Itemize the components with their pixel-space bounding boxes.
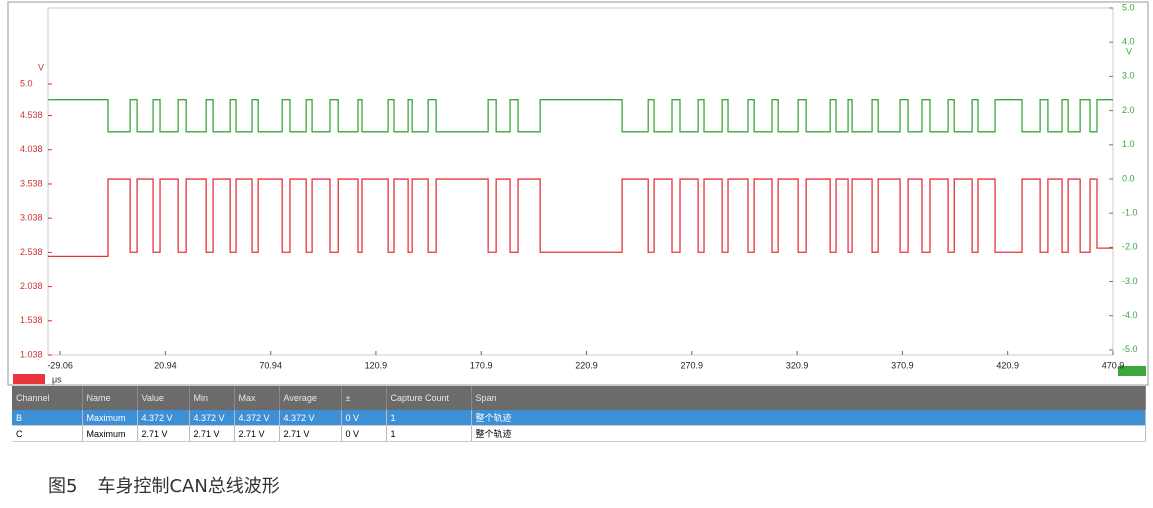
x-tick-label: 220.9 — [575, 360, 598, 370]
cell: 0 V — [341, 410, 387, 426]
cell: 4.372 V — [137, 410, 190, 426]
y-tick-label: 5.0 — [20, 78, 33, 88]
column-header: ± — [341, 386, 387, 410]
cell: 整个轨迹 — [471, 410, 1146, 426]
table-row[interactable]: C Maximum 2.71 V 2.71 V 2.71 V 2.71 V 0 … — [12, 425, 1146, 442]
y2-unit: V — [1126, 46, 1132, 56]
plot-area — [47, 7, 1114, 356]
cell: 2.71 V — [189, 425, 235, 442]
cell: C — [12, 425, 83, 442]
cell: 4.372 V — [234, 410, 280, 426]
y-tick-label: 3.538 — [20, 178, 43, 188]
x-tick-label: 320.9 — [786, 360, 809, 370]
cell: 1 — [386, 425, 472, 442]
y2-tick-label: -5.0 — [1122, 344, 1138, 354]
caption-text: 车身控制CAN总线波形 — [97, 476, 280, 497]
y2-tick-label: 2.0 — [1122, 105, 1135, 115]
figure-caption: 图5 车身控制CAN总线波形 — [48, 472, 280, 498]
x-unit: μs — [52, 374, 62, 384]
y2-tick-label: 3.0 — [1122, 71, 1135, 81]
measurement-table: Channel Name Value Min Max Average ± Cap… — [12, 386, 1146, 442]
cell: 2.71 V — [137, 425, 190, 442]
cell: Maximum — [82, 410, 138, 426]
channel-badge — [1118, 366, 1146, 376]
column-header: Max — [234, 386, 280, 410]
cell: 0 V — [341, 425, 387, 442]
x-tick-label: 370.9 — [891, 360, 914, 370]
x-tick-label: 120.9 — [365, 360, 388, 370]
x-tick-label: 270.9 — [681, 360, 704, 370]
x-tick-label: 170.9 — [470, 360, 493, 370]
table-row[interactable]: B Maximum 4.372 V 4.372 V 4.372 V 4.372 … — [12, 410, 1146, 426]
trace — [48, 178, 1113, 257]
y2-tick-label: 1.0 — [1122, 139, 1135, 149]
y-tick-label: 1.038 — [20, 349, 43, 359]
cell: B — [12, 410, 83, 426]
scope-view: V V μs 1.038 1.538 2.038 2.538 3.038 3.538 4.0… — [7, 1, 1149, 386]
x-tick-label: 70.94 — [259, 360, 282, 370]
cell: 4.372 V — [189, 410, 235, 426]
cell: 2.71 V — [234, 425, 280, 442]
y-unit: V — [38, 62, 44, 72]
y2-tick-label: 5.0 — [1122, 2, 1135, 12]
y-tick-label: 2.538 — [20, 247, 43, 257]
cell: 2.71 V — [279, 425, 342, 442]
y2-tick-label: -1.0 — [1122, 207, 1138, 217]
x-tick-label: 420.9 — [996, 360, 1019, 370]
figure-number: 图5 — [48, 476, 78, 497]
column-header: Capture Count — [386, 386, 472, 410]
channel-badge — [13, 374, 45, 384]
y-tick-label: 2.038 — [20, 281, 43, 291]
column-header: Min — [189, 386, 235, 410]
column-header: Average — [279, 386, 342, 410]
x-tick-label: 20.94 — [154, 360, 177, 370]
y-tick-label: 3.038 — [20, 213, 43, 223]
cell: Maximum — [82, 425, 138, 442]
y2-tick-label: 4.0 — [1122, 37, 1135, 47]
y-tick-label: 1.538 — [20, 315, 43, 325]
y2-tick-label: -2.0 — [1122, 242, 1138, 252]
x-tick-label: 470.9 — [1102, 360, 1125, 370]
cell: 4.372 V — [279, 410, 342, 426]
column-header: Name — [82, 386, 138, 410]
y2-tick-label: -4.0 — [1122, 310, 1138, 320]
cell: 整个轨迹 — [471, 425, 1146, 442]
y-tick-label: 4.038 — [20, 144, 43, 154]
cell: 1 — [386, 410, 472, 426]
column-header: Value — [137, 386, 190, 410]
column-header: Span — [471, 386, 1146, 410]
column-header: Channel — [12, 386, 83, 410]
x-tick-label: -29.06 — [47, 360, 73, 370]
y2-tick-label: -3.0 — [1122, 276, 1138, 286]
trace — [48, 99, 1113, 133]
y2-tick-label: 0.0 — [1122, 173, 1135, 183]
y-tick-label: 4.538 — [20, 110, 43, 120]
